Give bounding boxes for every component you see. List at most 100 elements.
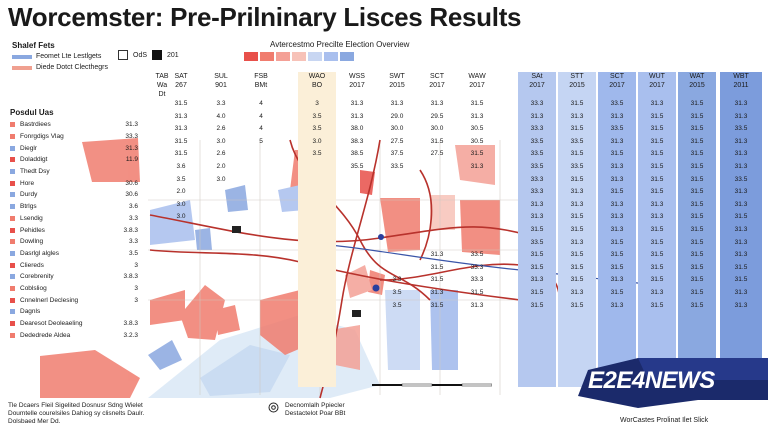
sidebar-row[interactable]: Cliereds 3 bbox=[10, 259, 138, 271]
grid-cell: 30.0 bbox=[430, 125, 444, 133]
grid-column: SAt 2017 33.3 31.3 33.3 33.5 33.5 33.5 33.3 33.3 3… bbox=[518, 72, 556, 387]
grid-cell: 31.5 bbox=[530, 251, 544, 259]
grid-cell: 31.5 bbox=[690, 137, 704, 145]
grid-cell: 31.3 bbox=[570, 200, 584, 208]
grid-cell: 4 bbox=[259, 125, 263, 133]
footer-caption: WorCastes Prolinat Ilet Slick bbox=[620, 417, 709, 424]
sidebar-title: Posdul Uas bbox=[10, 108, 54, 117]
sidebar-row[interactable]: Doladdigt 11.9 bbox=[10, 154, 138, 166]
mini-legend-count-label: 201 bbox=[167, 51, 179, 59]
sidebar-row-value: 30.6 bbox=[125, 179, 138, 187]
sidebar-row[interactable]: Hore 30.6 bbox=[10, 177, 138, 189]
grid-cell: 31.3 bbox=[734, 226, 748, 233]
grid-cell: 31.5 bbox=[530, 226, 544, 233]
sidebar-row[interactable]: Dearesot Deoleaeling 3.8.3 bbox=[10, 318, 138, 330]
sidebar-row[interactable]: Dieglr 31.3 bbox=[10, 142, 138, 154]
sidebar-row[interactable]: Dasrlgl algles 3.5 bbox=[10, 248, 138, 260]
grid-cell: 31.3 bbox=[734, 137, 748, 145]
party-color-icon bbox=[10, 157, 15, 163]
grid-column-header: STT 2015 bbox=[558, 72, 596, 90]
grid-cell: 31.3 bbox=[530, 213, 544, 221]
grid-cell: 31.3 bbox=[470, 301, 484, 309]
column-header-line: STT bbox=[570, 73, 584, 80]
grid-cell: 31.5 bbox=[690, 100, 704, 107]
grid-column: SCT 2017 31.3 29.5 30.0 31.5 27.5 31.3 31.5 31.5 3… bbox=[418, 72, 456, 387]
party-color-icon bbox=[10, 297, 15, 303]
grid-cell: 31.5 bbox=[430, 137, 444, 145]
overview-swatches bbox=[244, 52, 354, 61]
grid-column: WUT 2017 31.3 31.5 31.5 31.5 31.5 31.5 31.5 31.5 3… bbox=[638, 72, 676, 387]
sidebar-row[interactable]: Coblsliog 3 bbox=[10, 283, 138, 295]
sidebar-row[interactable]: Corebrenity 3.8.3 bbox=[10, 271, 138, 283]
sidebar-row[interactable]: Dowllng 3.3 bbox=[10, 236, 138, 248]
grid-cell: 31.3 bbox=[650, 100, 664, 107]
column-header-line: 2017 bbox=[429, 82, 445, 89]
grid-cell: 31.5 bbox=[570, 276, 584, 284]
source-line: Decnomlalh Ppiecler bbox=[285, 402, 345, 409]
grid-cell: 31.3 bbox=[734, 238, 748, 246]
grid-cell: 31.5 bbox=[570, 263, 584, 271]
sidebar-row[interactable]: Pehidles 3.8.3 bbox=[10, 224, 138, 236]
sidebar-row-value: 31.3 bbox=[125, 144, 138, 152]
grid-cell: 31.5 bbox=[690, 163, 704, 170]
grid-cell: 2.0 bbox=[176, 188, 186, 196]
sidebar-row-label: Corebrenity bbox=[20, 273, 54, 281]
sidebar-row[interactable]: Lsendig 3.3 bbox=[10, 213, 138, 225]
grid-cell: 31.5 bbox=[570, 301, 584, 309]
party-color-icon bbox=[10, 239, 15, 245]
grid-cell: 31.3 bbox=[610, 301, 624, 309]
grid-cell: 33.5 bbox=[610, 100, 624, 107]
grid-column-header: SUL 901 bbox=[202, 72, 240, 90]
grid-column-header: SCT 2017 bbox=[598, 72, 636, 90]
grid-cell: 31.3 bbox=[570, 289, 584, 296]
grid-cell: 31.3 bbox=[610, 137, 624, 145]
sidebar-row[interactable]: Durdy 30.6 bbox=[10, 189, 138, 201]
grid-column-header: SAt 2017 bbox=[518, 72, 556, 90]
grid-cell: 31.3 bbox=[650, 213, 664, 221]
party-color-icon bbox=[10, 285, 15, 291]
sidebar-row[interactable]: Bastrdiees 31.3 bbox=[10, 119, 138, 131]
grid-cell: 31.5 bbox=[570, 100, 584, 107]
sidebar-row[interactable]: Dagnls bbox=[10, 306, 138, 318]
sidebar-row-label: Dearesot Deoleaeling bbox=[20, 320, 83, 328]
grid-cell: 33.5 bbox=[530, 163, 544, 170]
column-header-line: BO bbox=[311, 82, 323, 89]
grid-cell: 31.3 bbox=[350, 112, 364, 120]
grid-cell: 31.3 bbox=[350, 100, 364, 107]
column-header-line: SWT bbox=[389, 73, 405, 80]
column-header-line: 2017 bbox=[349, 82, 365, 89]
column-header-line: WBT bbox=[733, 73, 749, 80]
checkbox-icon[interactable] bbox=[118, 50, 128, 60]
sidebar-row-value: 3.3 bbox=[128, 214, 138, 222]
sidebar-row-label: Doladdigt bbox=[20, 156, 48, 164]
sidebar-results: Posdul Uas Bastrdiees 31.3 Fonrgdigs Vlag 3… bbox=[10, 108, 138, 408]
grid-cell: 33.3 bbox=[530, 188, 544, 196]
scale-bar-segment bbox=[461, 383, 492, 387]
grid-cell: 31.3 bbox=[430, 100, 444, 107]
grid-cell: 31.5 bbox=[734, 213, 748, 221]
sidebar-row[interactable]: Fonrgdigs Vlag 33.3 bbox=[10, 131, 138, 143]
source-note-right: Decnomlalh Ppiecler Destactelot Poar BBt bbox=[268, 402, 345, 418]
sidebar-row[interactable]: Btrlgs 3.6 bbox=[10, 201, 138, 213]
sidebar-row[interactable]: Cnnelnerl Declesing 3 bbox=[10, 294, 138, 306]
grid-cell: 33.3 bbox=[470, 263, 484, 271]
grid-cell: 31.5 bbox=[650, 301, 664, 309]
grid-cell: 31.5 bbox=[610, 289, 624, 296]
sidebar-row[interactable]: Dededrede Aldea 3.2.3 bbox=[10, 329, 138, 341]
mini-legend: OdS 201 bbox=[118, 50, 179, 60]
column-header-line: WAO bbox=[308, 73, 326, 80]
grid-cell: 31.5 bbox=[690, 213, 704, 221]
sidebar-row-label: Dasrlgl algles bbox=[20, 249, 60, 257]
legend-title: Shalef Fets bbox=[12, 41, 55, 50]
grid-cell: 31.5 bbox=[650, 175, 664, 183]
grid-cell: 31.5 bbox=[570, 213, 584, 221]
grid-cell: 27.5 bbox=[430, 150, 444, 158]
legend-item: Diede Dotct Clecthegrs bbox=[12, 62, 152, 73]
grid-cell: 31.5 bbox=[570, 125, 584, 133]
grid-cell: 31.5 bbox=[610, 251, 624, 259]
sidebar-row-value: 3 bbox=[134, 296, 138, 304]
sidebar-row-label: Coblsliog bbox=[20, 284, 47, 292]
sidebar-row[interactable]: Thedt Dsy bbox=[10, 166, 138, 178]
column-header-line: 2011 bbox=[733, 82, 749, 89]
scale-bar bbox=[372, 383, 492, 387]
